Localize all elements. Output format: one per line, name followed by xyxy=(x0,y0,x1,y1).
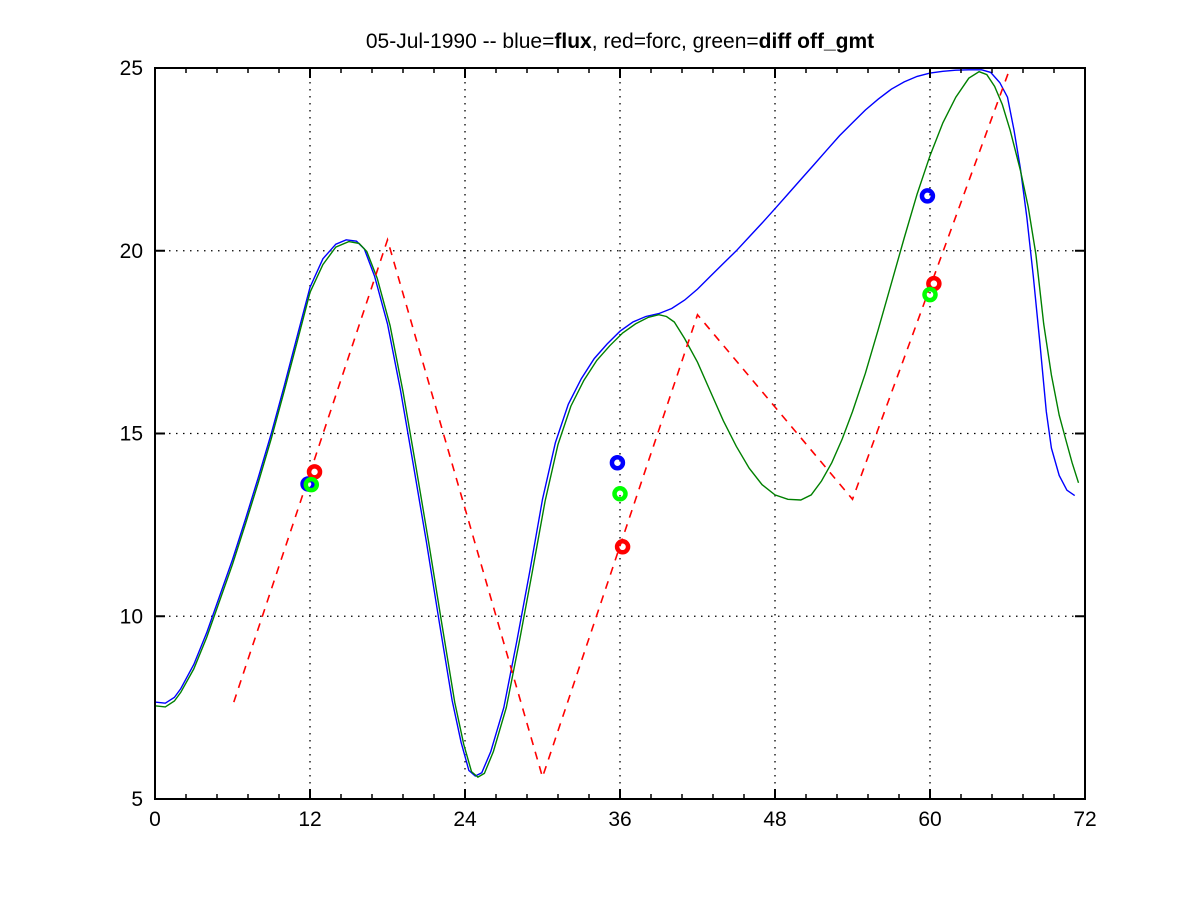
marker-flux xyxy=(919,188,936,204)
chart-title: 05-Jul-1990 -- blue=flux, red=forc, gree… xyxy=(155,30,1085,54)
title-segment: , red=forc, green= xyxy=(591,30,759,53)
marker-diff xyxy=(612,486,628,502)
curve-diff xyxy=(154,70,1080,778)
x-tick-label: 36 xyxy=(608,808,631,831)
curve-flux xyxy=(154,69,1076,777)
title-segment: diff off_gmt xyxy=(758,30,875,53)
y-tick-label: 10 xyxy=(120,605,143,628)
title-segment: 05-Jul-1990 -- blue= xyxy=(365,30,555,53)
x-tick-label: 48 xyxy=(763,808,786,831)
marker-diff xyxy=(303,476,320,493)
y-tick-label: 25 xyxy=(120,57,143,80)
x-tick-label: 24 xyxy=(453,808,477,831)
y-tick-label: 20 xyxy=(120,240,143,263)
marker-forc xyxy=(306,464,323,480)
x-tick-label: 12 xyxy=(298,808,321,831)
curve-forc xyxy=(233,67,1011,780)
marker-flux xyxy=(609,454,626,471)
y-tick-label: 5 xyxy=(131,788,143,811)
x-tick-label: 60 xyxy=(918,808,941,831)
x-tick-label: 0 xyxy=(149,808,161,831)
title-segment: flux xyxy=(554,30,592,53)
x-tick-label: 72 xyxy=(1073,808,1096,831)
marker-forc xyxy=(614,539,631,555)
marker-diff xyxy=(922,286,938,303)
y-tick-label: 15 xyxy=(120,423,143,446)
